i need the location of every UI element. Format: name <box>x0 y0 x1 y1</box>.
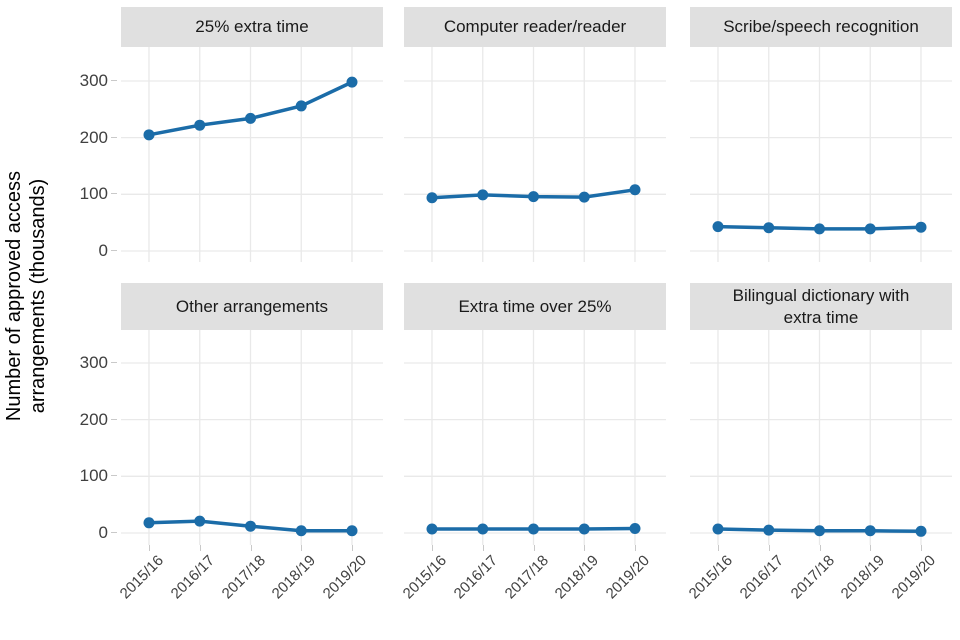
data-point <box>915 525 927 537</box>
data-point <box>763 222 775 234</box>
facet-title: Scribe/speech recognition <box>723 17 919 37</box>
plot-area <box>121 47 383 262</box>
x-axis-tick <box>635 545 636 551</box>
data-point <box>426 192 438 204</box>
y-axis-tick <box>111 79 117 81</box>
data-point <box>915 221 927 233</box>
facet-title: 25% extra time <box>195 17 309 37</box>
data-point <box>629 184 641 196</box>
x-axis-tick <box>819 545 821 551</box>
x-axis-tick <box>149 545 150 551</box>
facet-strip: Other arrangements <box>121 283 383 330</box>
x-axis-tick <box>482 545 484 551</box>
data-point <box>629 522 641 534</box>
x-axis-tick <box>921 545 922 551</box>
data-point <box>814 525 825 537</box>
data-point <box>194 515 206 527</box>
data-point <box>194 119 206 131</box>
plot-area <box>690 47 952 262</box>
plot-area <box>690 330 952 545</box>
plot-area <box>404 330 666 545</box>
data-point <box>346 76 358 88</box>
y-axis-tick <box>111 475 117 477</box>
y-tick-label: 200 <box>79 127 108 147</box>
facet-title: Bilingual dictionary with extra time <box>732 286 910 327</box>
x-axis-tick <box>432 545 433 551</box>
facet-strip: Scribe/speech recognition <box>690 7 952 47</box>
x-axis-tick <box>870 545 872 551</box>
facet-panel <box>404 330 666 545</box>
x-axis-tick <box>250 545 252 551</box>
data-point <box>477 523 489 535</box>
data-point <box>295 100 307 112</box>
data-point <box>712 221 724 233</box>
y-tick-label: 300 <box>79 352 108 372</box>
facet-panel <box>121 330 383 545</box>
facet-title: Computer reader/reader <box>443 17 627 37</box>
facet-strip: 25% extra time <box>121 7 383 47</box>
y-tick-label: 100 <box>79 184 108 204</box>
data-point <box>864 223 876 235</box>
data-point <box>712 523 724 535</box>
facet-strip: Extra time over 25% <box>404 283 666 330</box>
facet-panel <box>690 47 952 262</box>
data-point <box>143 129 155 141</box>
y-axis-tick <box>111 418 117 420</box>
y-axis-title-line-2: arrangements (thousands) <box>27 178 49 414</box>
y-axis-tick <box>111 532 117 533</box>
data-point <box>864 525 876 537</box>
y-axis-tick <box>111 193 117 195</box>
data-point <box>528 191 539 203</box>
y-tick-label: 300 <box>79 70 108 90</box>
data-point <box>528 523 539 535</box>
y-tick-label: 200 <box>79 409 108 429</box>
data-point <box>426 523 438 535</box>
x-axis-tick <box>352 545 353 551</box>
data-point <box>346 525 358 537</box>
y-tick-label: 100 <box>79 466 108 486</box>
plot-area <box>121 330 383 545</box>
facet-strip: Bilingual dictionary with extra time <box>690 283 952 330</box>
data-point <box>245 520 256 532</box>
y-axis-title: Number of approved access arrangements (… <box>2 46 52 546</box>
y-tick-label: 0 <box>98 523 108 542</box>
y-axis-tick <box>111 250 117 251</box>
y-axis-tick <box>111 361 117 363</box>
x-axis-tick <box>584 545 586 551</box>
data-point <box>814 223 825 235</box>
data-point <box>763 524 775 536</box>
data-point <box>245 112 256 124</box>
data-point <box>578 191 590 203</box>
plot-area <box>404 47 666 262</box>
facet-title: Extra time over 25% <box>458 296 612 316</box>
data-point <box>477 189 489 201</box>
y-axis-title-line-1: Number of approved access <box>3 170 25 422</box>
x-axis-tick <box>301 545 303 551</box>
facet-strip: Computer reader/reader <box>404 7 666 47</box>
x-axis-tick <box>718 545 719 551</box>
data-point <box>143 517 155 529</box>
x-axis-tick <box>533 545 535 551</box>
data-point <box>578 523 590 535</box>
y-tick-label: 0 <box>98 241 108 260</box>
data-point <box>295 525 307 537</box>
x-axis-tick <box>199 545 201 551</box>
facet-panel <box>690 330 952 545</box>
x-axis-tick <box>768 545 770 551</box>
facet-title: Other arrangements <box>175 296 329 316</box>
facet-panel <box>121 47 383 262</box>
y-axis-tick <box>111 136 117 138</box>
facet-panel <box>404 47 666 262</box>
